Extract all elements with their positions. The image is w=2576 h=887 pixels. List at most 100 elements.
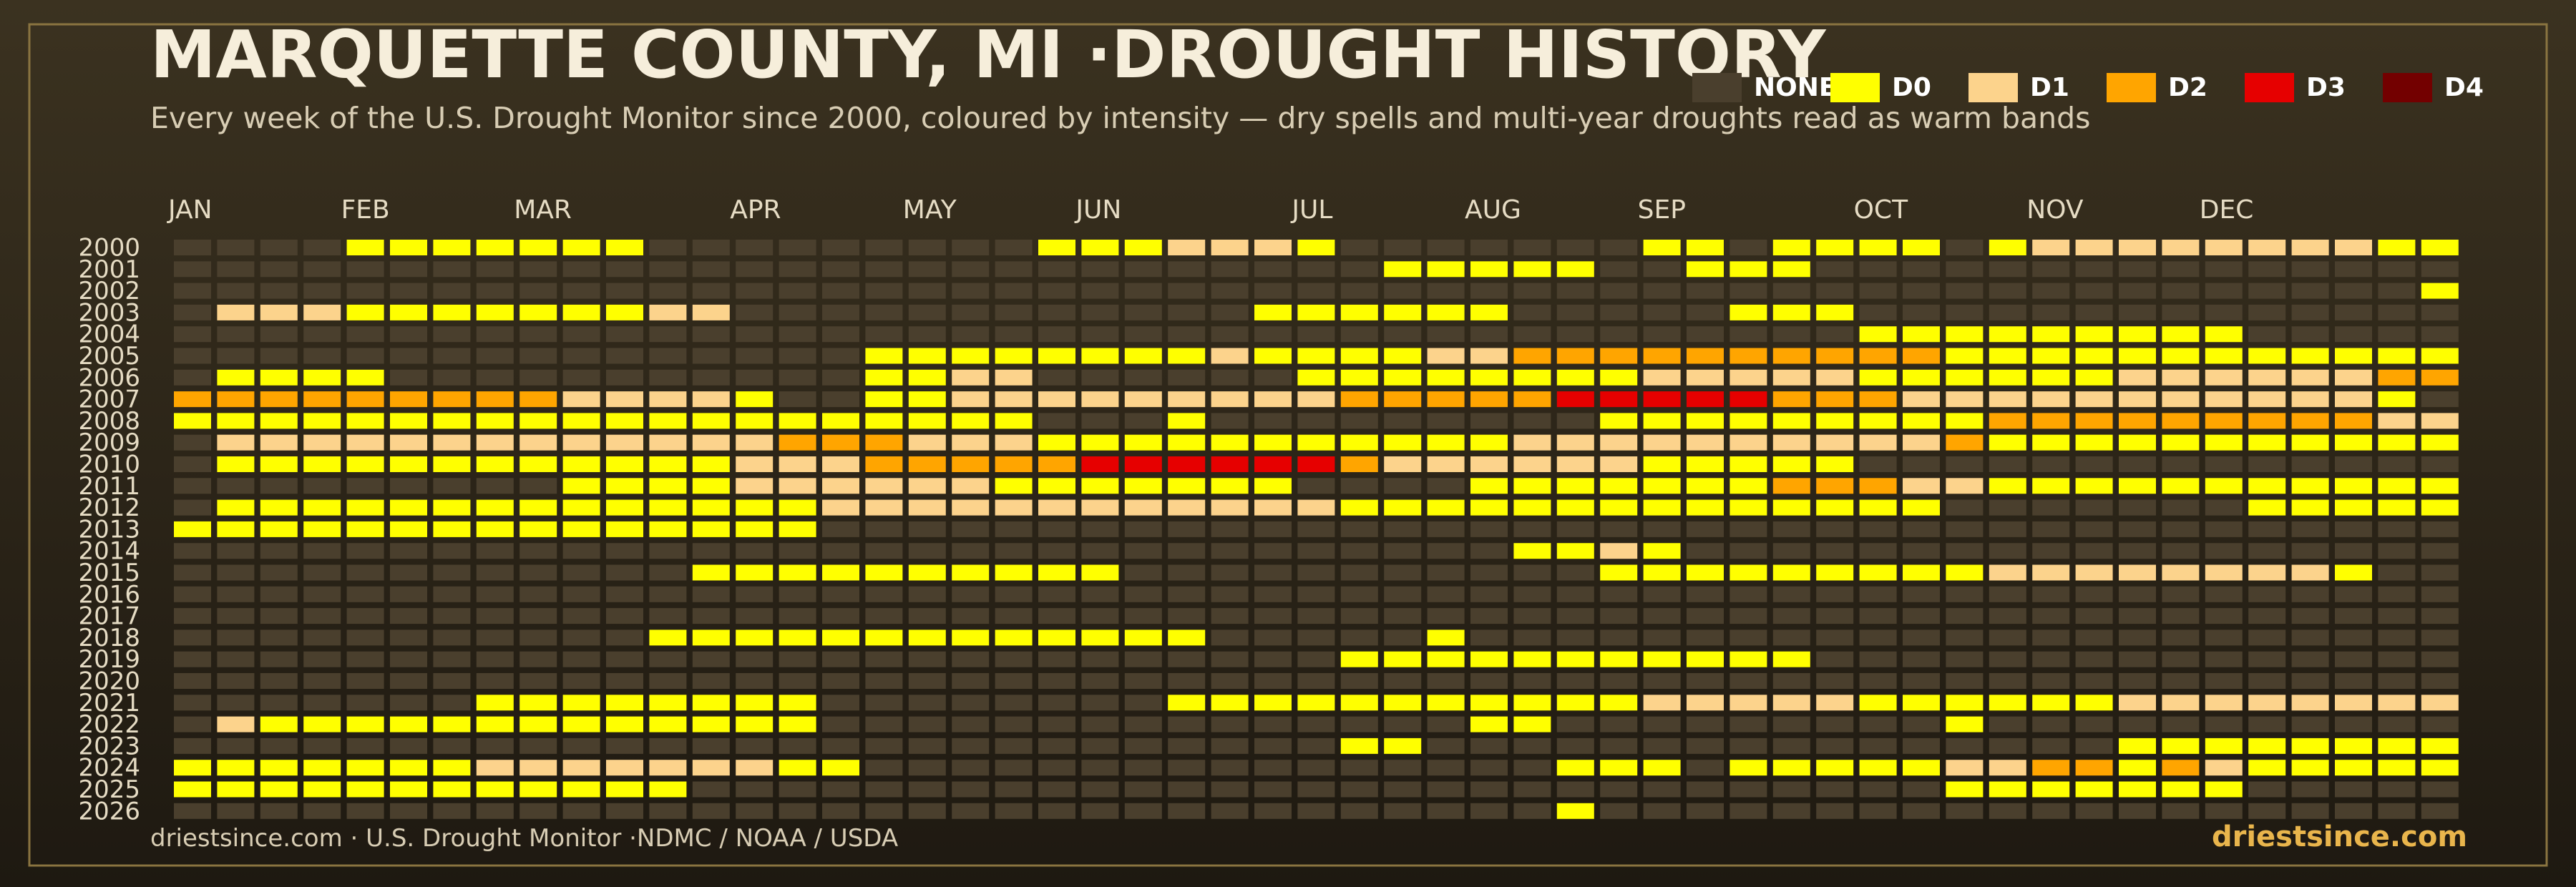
week-cell xyxy=(908,737,946,754)
month-label: JAN xyxy=(167,195,213,225)
week-cell xyxy=(2335,695,2372,711)
week-cell xyxy=(1297,456,1335,472)
week-cell xyxy=(390,760,427,776)
week-cell xyxy=(1124,695,1162,711)
week-cell xyxy=(649,629,687,646)
week-cell xyxy=(736,478,774,494)
week-cell xyxy=(1816,651,1854,667)
week-cell xyxy=(2335,586,2372,602)
week-cell xyxy=(1038,240,1075,255)
week-cell xyxy=(2335,543,2372,559)
week-cell xyxy=(1989,803,2026,819)
week-cell xyxy=(2075,326,2113,343)
week-cell xyxy=(2032,240,2070,255)
week-cell xyxy=(1556,608,1594,624)
week-cell xyxy=(2248,695,2286,711)
week-cell xyxy=(2248,304,2286,320)
week-cell xyxy=(433,760,471,776)
week-cell xyxy=(1470,348,1508,364)
week-cell xyxy=(779,651,816,667)
week-cell xyxy=(692,348,730,364)
week-cell xyxy=(1211,716,1249,732)
week-cell xyxy=(822,651,859,667)
week-cell xyxy=(1384,261,1422,278)
week-cell xyxy=(1038,283,1075,299)
week-cell xyxy=(1859,456,1897,472)
week-cell xyxy=(2162,413,2200,429)
week-cell xyxy=(822,803,859,819)
week-cell xyxy=(1903,521,1940,537)
week-cell xyxy=(2032,261,2070,278)
week-cell xyxy=(2421,413,2459,429)
week-cell xyxy=(1470,369,1508,386)
week-cell xyxy=(952,673,990,689)
week-cell xyxy=(1470,283,1508,299)
week-cell xyxy=(1427,391,1465,408)
week-cell xyxy=(1124,629,1162,646)
week-cell xyxy=(562,803,600,819)
week-cell xyxy=(217,629,255,646)
week-cell xyxy=(260,240,298,255)
week-cell xyxy=(2291,304,2329,320)
week-cell xyxy=(1600,543,1638,559)
week-cell xyxy=(1384,240,1422,255)
week-cell xyxy=(2075,434,2113,451)
week-cell xyxy=(649,651,687,667)
week-cell xyxy=(303,478,341,494)
week-cell xyxy=(1297,608,1335,624)
week-cell xyxy=(1513,521,1551,537)
week-cell xyxy=(1038,391,1075,408)
week-cell xyxy=(692,673,730,689)
week-cell xyxy=(1643,781,1681,798)
week-cell xyxy=(217,543,255,559)
week-cell xyxy=(174,716,211,732)
week-cell xyxy=(1297,651,1335,667)
week-cell xyxy=(346,586,384,602)
week-cell xyxy=(433,716,471,732)
week-cell xyxy=(1729,434,1767,451)
week-cell xyxy=(2162,283,2200,299)
week-cell xyxy=(692,304,730,320)
week-cell xyxy=(390,261,427,278)
week-cell xyxy=(1687,240,1724,255)
week-cell xyxy=(822,521,859,537)
week-cell xyxy=(1687,391,1724,408)
week-cell xyxy=(1989,543,2026,559)
week-cell xyxy=(1427,348,1465,364)
week-cell xyxy=(1600,737,1638,754)
week-cell xyxy=(736,608,774,624)
week-cell xyxy=(1643,261,1681,278)
week-cell xyxy=(2378,391,2416,408)
week-cell xyxy=(1946,760,1984,776)
week-cell xyxy=(606,240,643,255)
week-cell xyxy=(1124,499,1162,516)
week-cell xyxy=(1946,543,1984,559)
week-cell xyxy=(2291,283,2329,299)
week-cell xyxy=(649,760,687,776)
week-cell xyxy=(260,803,298,819)
week-cell xyxy=(1124,326,1162,343)
week-cell xyxy=(649,369,687,386)
week-cell xyxy=(952,781,990,798)
week-cell xyxy=(1600,716,1638,732)
year-label: 2003 xyxy=(78,298,140,327)
week-cell xyxy=(519,543,557,559)
week-cell xyxy=(1513,760,1551,776)
week-cell xyxy=(260,391,298,408)
week-cell xyxy=(1989,326,2026,343)
week-cell xyxy=(217,304,255,320)
week-cell xyxy=(1989,608,2026,624)
week-cell xyxy=(562,283,600,299)
week-cell xyxy=(1903,283,1940,299)
week-cell xyxy=(1211,326,1249,343)
week-cell xyxy=(390,629,427,646)
week-cell xyxy=(1859,564,1897,581)
week-cell xyxy=(2075,716,2113,732)
week-cell xyxy=(606,283,643,299)
week-cell xyxy=(908,304,946,320)
week-cell xyxy=(346,781,384,798)
week-cell xyxy=(1816,716,1854,732)
week-cell xyxy=(1903,326,1940,343)
week-cell xyxy=(1081,543,1119,559)
week-cell xyxy=(865,304,903,320)
